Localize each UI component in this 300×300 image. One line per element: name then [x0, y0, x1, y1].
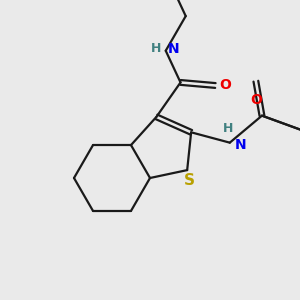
- Text: N: N: [168, 42, 179, 56]
- Text: O: O: [250, 93, 262, 107]
- Text: H: H: [152, 42, 162, 55]
- Text: O: O: [219, 79, 231, 92]
- Text: N: N: [235, 138, 246, 152]
- Text: H: H: [223, 122, 233, 135]
- Text: S: S: [184, 172, 195, 188]
